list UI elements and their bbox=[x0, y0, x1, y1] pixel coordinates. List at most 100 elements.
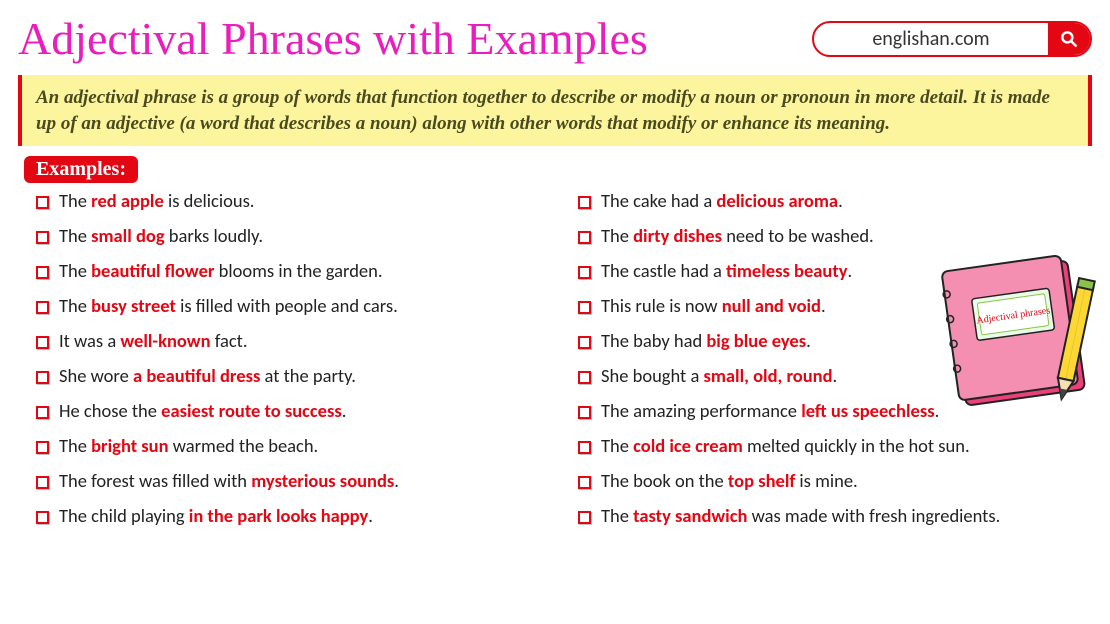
bullet-icon bbox=[36, 511, 49, 524]
bullet-icon bbox=[36, 441, 49, 454]
search-box[interactable]: englishan.com bbox=[812, 21, 1092, 57]
item-highlight: big blue eyes bbox=[706, 329, 806, 352]
item-post: . bbox=[368, 504, 373, 527]
bullet-icon bbox=[36, 371, 49, 384]
item-pre: The amazing performance bbox=[601, 399, 801, 422]
list-item: The bright sun warmed the beach. bbox=[18, 434, 550, 457]
item-pre: The bbox=[59, 189, 91, 212]
item-text: She bought a small, old, round. bbox=[601, 364, 837, 387]
list-item: The cold ice cream melted quickly in the… bbox=[560, 434, 1092, 457]
item-post: . bbox=[848, 259, 853, 282]
definition-box: An adjectival phrase is a group of words… bbox=[18, 75, 1092, 146]
item-post: . bbox=[838, 189, 843, 212]
item-pre: The baby had bbox=[601, 329, 706, 352]
item-pre: She bought a bbox=[601, 364, 703, 387]
item-highlight: beautiful flower bbox=[91, 259, 214, 282]
item-pre: This rule is now bbox=[601, 294, 722, 317]
item-pre: The child playing bbox=[59, 504, 189, 527]
list-item: He chose the easiest route to success. bbox=[18, 399, 550, 422]
list-item: The dirty dishes need to be washed. bbox=[560, 224, 1092, 247]
item-pre: It was a bbox=[59, 329, 120, 352]
bullet-icon bbox=[36, 231, 49, 244]
item-text: The small dog barks loudly. bbox=[59, 224, 263, 247]
item-highlight: delicious aroma bbox=[716, 189, 838, 212]
item-highlight: well-known bbox=[120, 329, 210, 352]
item-highlight: dirty dishes bbox=[633, 224, 722, 247]
bullet-icon bbox=[36, 336, 49, 349]
list-item: The beautiful flower blooms in the garde… bbox=[18, 259, 550, 282]
item-post: is mine. bbox=[795, 469, 857, 492]
bullet-icon bbox=[578, 231, 591, 244]
item-text: The bright sun warmed the beach. bbox=[59, 434, 318, 457]
bullet-icon bbox=[36, 266, 49, 279]
item-pre: The forest was filled with bbox=[59, 469, 251, 492]
item-post: . bbox=[806, 329, 811, 352]
item-text: The forest was filled with mysterious so… bbox=[59, 469, 399, 492]
item-highlight: a beautiful dress bbox=[133, 364, 260, 387]
item-pre: The castle had a bbox=[601, 259, 726, 282]
item-pre: The bbox=[59, 259, 91, 282]
page-title: Adjectival Phrases with Examples bbox=[18, 12, 648, 65]
item-text: The baby had big blue eyes. bbox=[601, 329, 811, 352]
notebook-illustration: Adjectival phrases bbox=[927, 250, 1102, 415]
item-highlight: busy street bbox=[91, 294, 176, 317]
item-post: is filled with people and cars. bbox=[176, 294, 398, 317]
item-post: . bbox=[394, 469, 399, 492]
item-text: She wore a beautiful dress at the party. bbox=[59, 364, 356, 387]
item-highlight: tasty sandwich bbox=[633, 504, 747, 527]
item-highlight: red apple bbox=[91, 189, 164, 212]
list-item: The red apple is delicious. bbox=[18, 189, 550, 212]
item-pre: The bbox=[59, 434, 91, 457]
item-post: . bbox=[833, 364, 838, 387]
item-pre: He chose the bbox=[59, 399, 161, 422]
bullet-icon bbox=[578, 266, 591, 279]
item-text: This rule is now null and void. bbox=[601, 294, 826, 317]
item-pre: The bbox=[601, 224, 633, 247]
bullet-icon bbox=[578, 301, 591, 314]
list-item: The book on the top shelf is mine. bbox=[560, 469, 1092, 492]
bullet-icon bbox=[578, 511, 591, 524]
item-pre: The bbox=[601, 434, 633, 457]
list-item: The child playing in the park looks happ… bbox=[18, 504, 550, 527]
search-text: englishan.com bbox=[814, 27, 1048, 51]
item-text: The cake had a delicious aroma. bbox=[601, 189, 843, 212]
item-highlight: left us speechless bbox=[801, 399, 934, 422]
item-text: The book on the top shelf is mine. bbox=[601, 469, 858, 492]
item-highlight: cold ice cream bbox=[633, 434, 743, 457]
bullet-icon bbox=[36, 476, 49, 489]
item-post: . bbox=[821, 294, 826, 317]
bullet-icon bbox=[36, 301, 49, 314]
item-post: blooms in the garden. bbox=[214, 259, 382, 282]
item-text: He chose the easiest route to success. bbox=[59, 399, 346, 422]
list-item: It was a well-known fact. bbox=[18, 329, 550, 352]
item-highlight: mysterious sounds bbox=[251, 469, 394, 492]
item-text: The cold ice cream melted quickly in the… bbox=[601, 434, 970, 457]
item-highlight: small dog bbox=[91, 224, 164, 247]
item-text: The dirty dishes need to be washed. bbox=[601, 224, 874, 247]
item-pre: The bbox=[59, 224, 91, 247]
bullet-icon bbox=[578, 441, 591, 454]
bullet-icon bbox=[578, 476, 591, 489]
column-left: The red apple is delicious.The small dog… bbox=[18, 189, 550, 539]
item-post: barks loudly. bbox=[165, 224, 263, 247]
item-pre: She wore bbox=[59, 364, 133, 387]
item-text: It was a well-known fact. bbox=[59, 329, 248, 352]
bullet-icon bbox=[36, 406, 49, 419]
list-item: She wore a beautiful dress at the party. bbox=[18, 364, 550, 387]
item-text: The castle had a timeless beauty. bbox=[601, 259, 852, 282]
examples-badge: Examples: bbox=[24, 156, 138, 183]
list-item: The small dog barks loudly. bbox=[18, 224, 550, 247]
item-text: The red apple is delicious. bbox=[59, 189, 254, 212]
bullet-icon bbox=[578, 406, 591, 419]
item-post: is delicious. bbox=[164, 189, 255, 212]
header: Adjectival Phrases with Examples english… bbox=[18, 12, 1092, 65]
bullet-icon bbox=[578, 336, 591, 349]
item-post: melted quickly in the hot sun. bbox=[743, 434, 970, 457]
search-button[interactable] bbox=[1048, 23, 1090, 55]
item-highlight: null and void bbox=[722, 294, 821, 317]
item-post: . bbox=[342, 399, 347, 422]
list-item: The tasty sandwich was made with fresh i… bbox=[560, 504, 1092, 527]
item-text: The amazing performance left us speechle… bbox=[601, 399, 939, 422]
item-text: The tasty sandwich was made with fresh i… bbox=[601, 504, 1000, 527]
item-highlight: easiest route to success bbox=[161, 399, 342, 422]
